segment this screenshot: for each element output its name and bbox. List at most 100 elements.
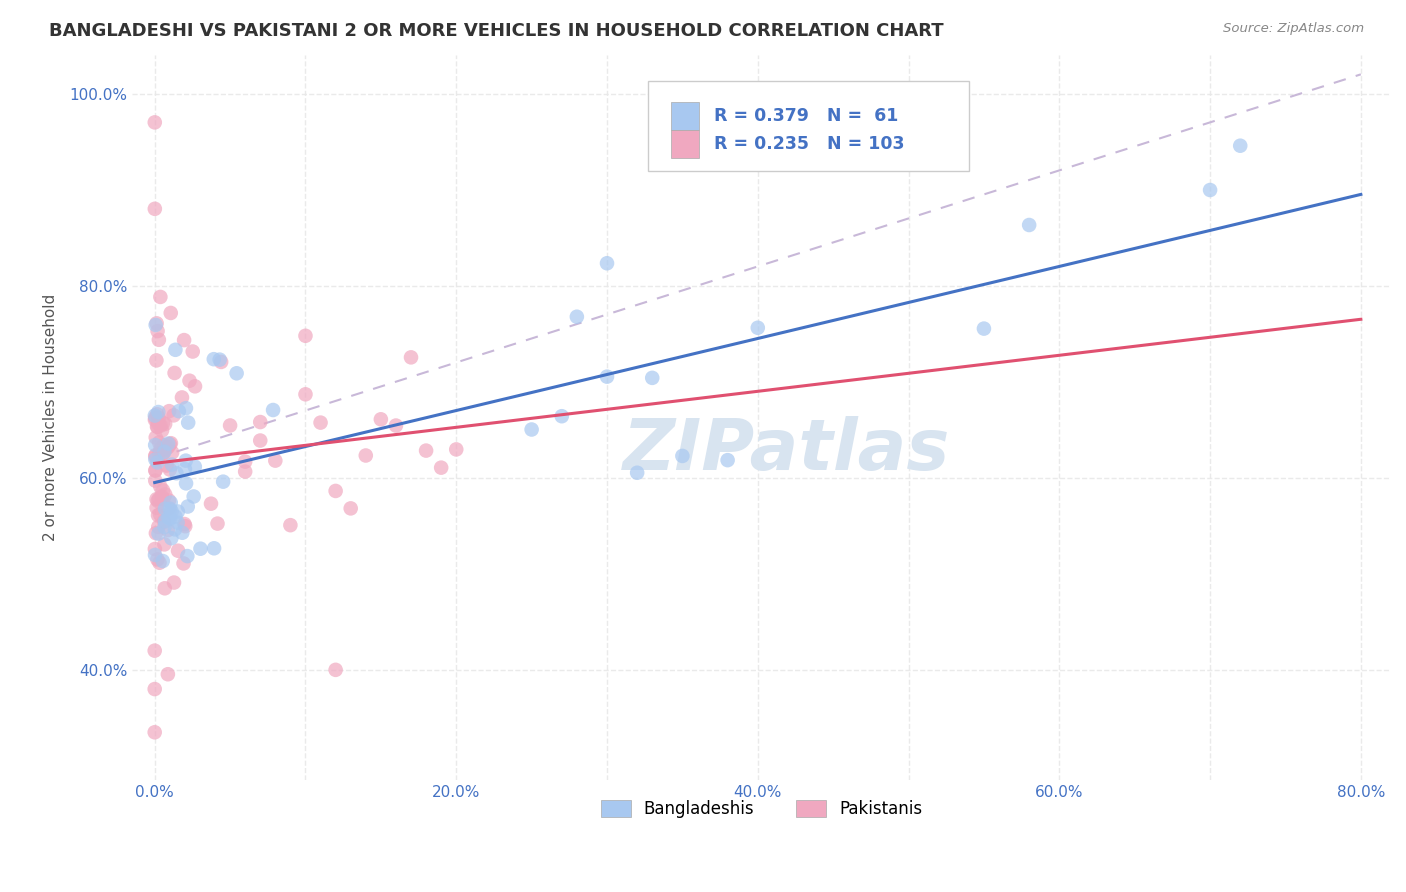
Point [152,446,174,460]
Point [163,575,186,590]
Point [167,504,190,518]
Point [1229,138,1251,153]
Point [626,466,648,480]
Point [143,413,166,427]
Point [143,409,166,423]
Point [163,409,186,423]
Point [163,522,186,536]
Point [143,115,166,129]
Point [149,290,172,304]
Point [184,459,207,474]
Point [157,501,180,516]
Point [596,369,619,384]
Point [152,416,174,430]
Point [157,493,180,508]
Point [146,324,169,338]
Point [174,462,197,476]
Point [143,450,166,464]
Point [143,725,166,739]
Point [159,511,181,525]
Point [143,452,166,467]
Point [173,516,195,531]
Point [153,537,176,551]
Point [145,430,167,444]
Point [202,352,225,367]
Text: BANGLADESHI VS PAKISTANI 2 OR MORE VEHICLES IN HOUSEHOLD CORRELATION CHART: BANGLADESHI VS PAKISTANI 2 OR MORE VEHIC… [49,22,943,40]
Point [262,403,284,417]
Point [174,519,197,533]
Point [143,681,166,696]
Point [145,463,167,477]
Point [143,643,166,657]
Point [233,455,256,469]
Point [146,493,169,508]
Point [150,490,173,504]
Point [159,495,181,509]
Point [146,552,169,566]
Point [159,306,181,320]
Point [148,411,170,425]
Point [148,333,170,347]
Point [181,344,204,359]
Point [174,401,197,416]
Point [150,424,173,438]
Point [152,492,174,507]
Point [233,465,256,479]
Point [184,379,207,393]
Point [172,525,194,540]
Point [157,436,180,450]
Point [309,416,332,430]
FancyBboxPatch shape [671,130,699,158]
Point [520,423,543,437]
Point [641,371,664,385]
Point [160,531,183,545]
Point [190,541,212,556]
Point [146,419,169,434]
Point [153,520,176,534]
Point [145,448,167,462]
Point [149,442,172,456]
Point [160,436,183,450]
Point [157,440,180,454]
Point [145,500,167,515]
Point [280,518,302,533]
Point [148,520,170,534]
Point [671,449,693,463]
Point [145,316,167,330]
Point [717,453,740,467]
Point [325,663,347,677]
Point [152,446,174,460]
Point [153,417,176,431]
Point [143,474,166,488]
Point [165,343,187,357]
Point [160,504,183,518]
Point [212,475,235,489]
Point [551,409,574,424]
Point [444,442,467,457]
Point [157,404,180,418]
Point [148,556,170,570]
Point [163,366,186,380]
FancyBboxPatch shape [671,102,699,129]
Point [1018,218,1040,232]
Point [145,464,167,478]
Point [145,318,167,332]
Point [200,497,222,511]
Point [153,438,176,452]
Point [183,490,205,504]
Point [1199,183,1222,197]
Point [152,483,174,498]
Text: ZIPatlas: ZIPatlas [623,416,950,485]
Point [153,514,176,528]
Point [294,387,316,401]
Point [596,256,619,270]
Point [339,501,361,516]
Legend: Bangladeshis, Pakistanis: Bangladeshis, Pakistanis [592,791,931,826]
Point [146,408,169,422]
Point [370,412,392,426]
Text: R = 0.235   N = 103: R = 0.235 N = 103 [714,136,904,153]
Point [166,516,188,530]
Point [146,455,169,469]
Point [160,458,183,472]
Point [145,492,167,507]
